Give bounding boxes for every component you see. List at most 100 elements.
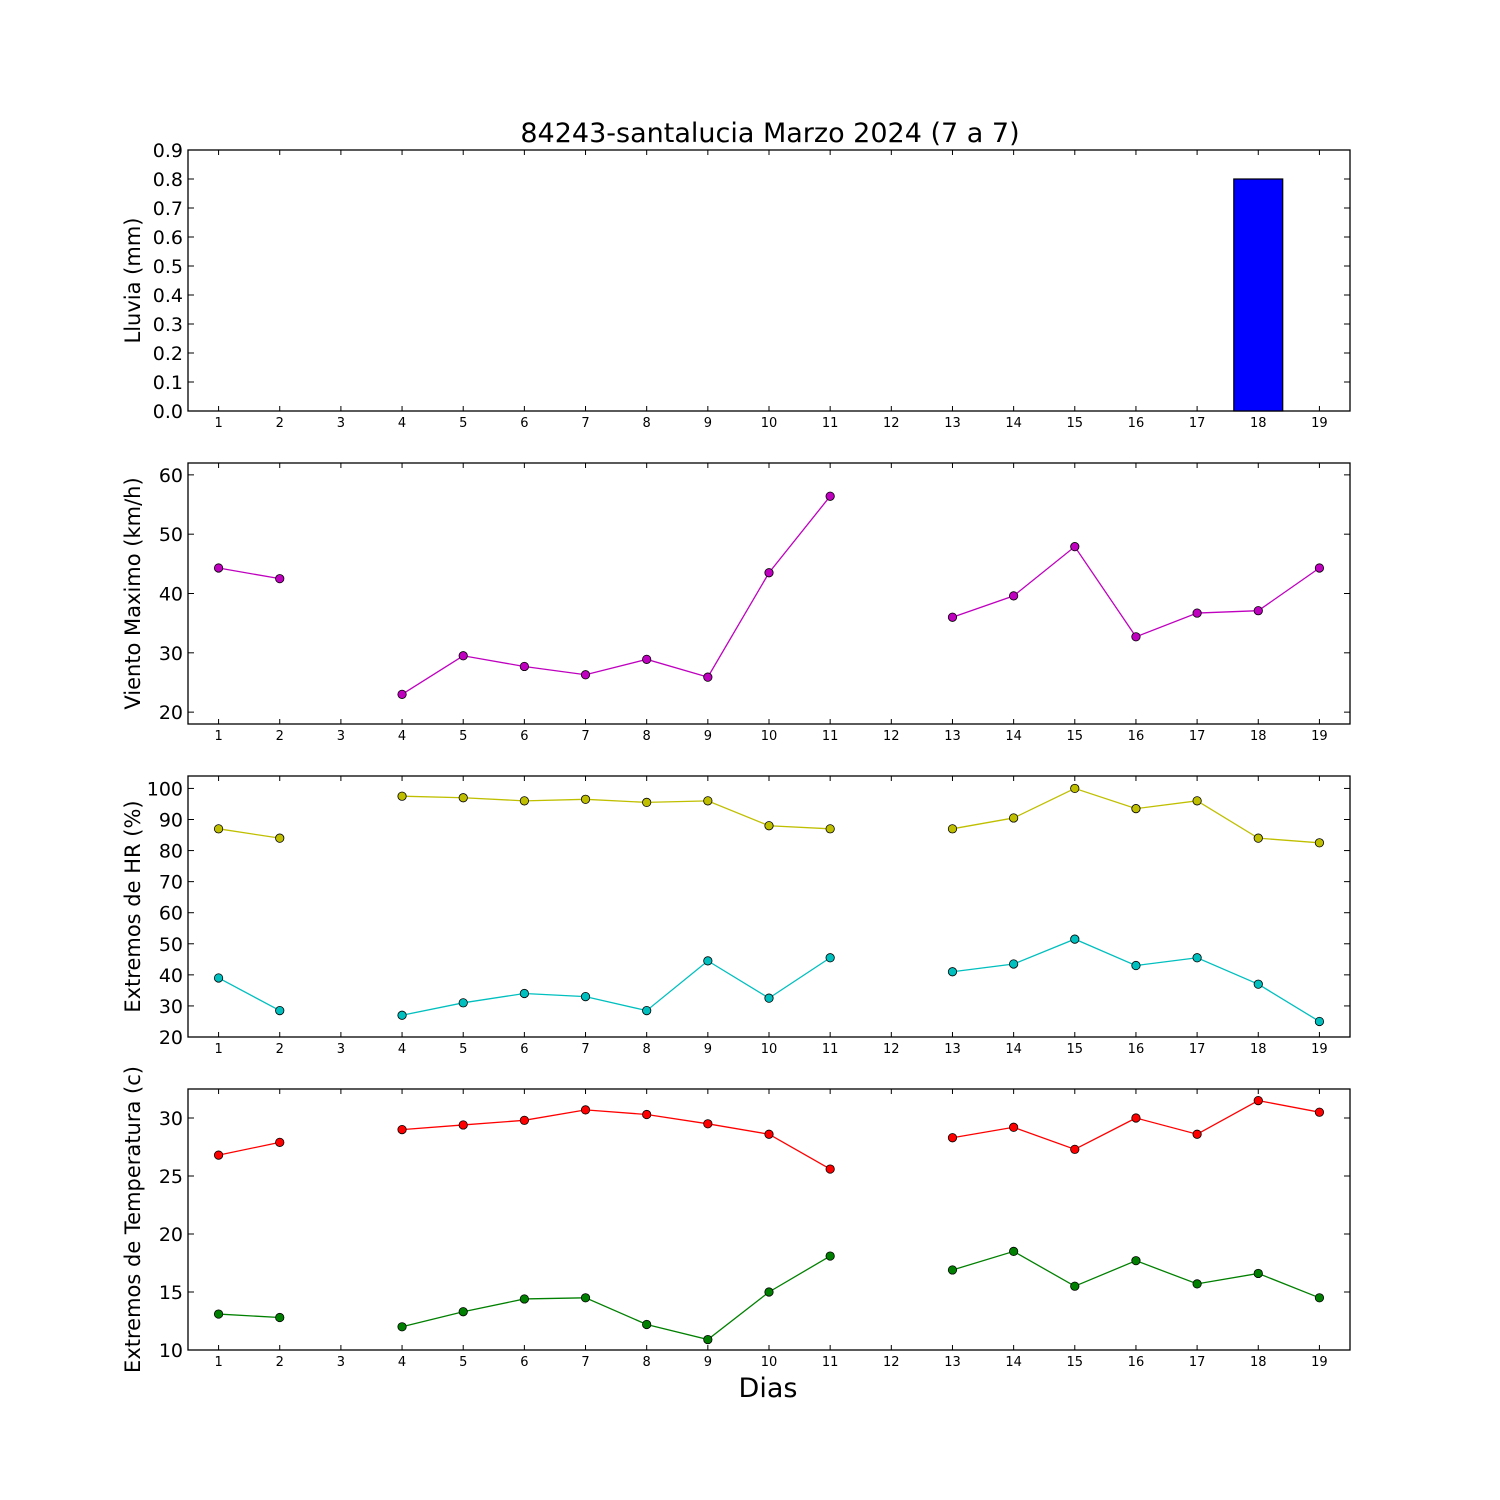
humidity-x-tick-label: 7 [581,1042,589,1057]
wind-y-tick-label: 50 [159,524,183,546]
wind-x-tick-label: 19 [1311,729,1328,744]
temperature-x-tick-label: 11 [822,1355,839,1370]
temp-min-line [218,1313,280,1319]
hr-min-point-day-4 [397,1010,407,1020]
humidity-y-tick-label: 30 [159,996,183,1018]
temp-max-point-day-7 [580,1105,591,1115]
wind-max-point-day-13 [947,612,958,622]
hr-max-point-day-11 [825,824,835,834]
wind-x-tick-label: 13 [944,729,961,744]
hr-min-point-day-15 [1070,934,1080,944]
temperature-y-tick-label: 10 [159,1340,183,1362]
wind-x-tick-label: 17 [1189,729,1206,744]
rain-y-tick-label: 0.2 [153,343,183,365]
wind-y-tick-label: 20 [159,702,183,724]
rain-x-tick-label: 6 [520,416,528,431]
rain-x-tick-label: 3 [337,416,345,431]
rain-x-tick-label: 7 [581,416,589,431]
wind-max-point-day-11 [825,491,835,501]
chart-title: 84243-santalucia Marzo 2024 (7 a 7) [520,118,1019,149]
temp-max-point-day-19 [1314,1107,1325,1117]
humidity-x-tick-label: 18 [1250,1042,1267,1057]
wind-max-point-day-18 [1253,606,1263,616]
temp-min-point-day-9 [703,1334,713,1345]
humidity-x-tick-label: 10 [761,1042,778,1057]
temperature-x-tick-label: 3 [337,1355,345,1370]
wind-x-tick-label: 2 [276,729,284,744]
temp-max-point-day-6 [519,1115,529,1125]
wind-y-axis-label: Viento Maximo (km/h) [121,477,145,709]
wind-x-tick-label: 5 [459,729,467,744]
wind-x-tick-label: 7 [581,729,589,744]
rain-x-tick-label: 2 [276,416,284,431]
humidity-x-tick-label: 4 [398,1042,406,1057]
rain-y-tick-label: 0.3 [153,314,183,336]
rain-x-tick-label: 17 [1189,416,1206,431]
temperature-x-tick-label: 8 [643,1355,651,1370]
humidity-x-tick-label: 9 [704,1042,712,1057]
humidity-x-tick-label: 14 [1005,1042,1022,1057]
hr-min-point-day-11 [825,953,835,963]
wind-x-tick-label: 16 [1128,729,1145,744]
wind-x-tick-label: 6 [520,729,528,744]
hr-max-point-day-6 [519,796,529,806]
humidity-y-tick-label: 20 [159,1027,183,1049]
hr-min-point-day-8 [642,1005,652,1016]
hr-max-point-day-15 [1070,783,1080,794]
temp-min-point-day-5 [458,1307,468,1317]
wind-y-tick-label: 30 [159,643,183,665]
rain-x-tick-label: 4 [398,416,406,431]
humidity-x-tick-label: 13 [944,1042,961,1057]
temp-min-point-day-1 [213,1309,224,1319]
temp-max-point-day-5 [458,1120,468,1130]
wind-max-point-day-14 [1009,591,1019,601]
wind-x-tick-label: 12 [883,729,900,744]
temperature-x-tick-label: 5 [459,1355,467,1370]
humidity-x-tick-label: 8 [643,1042,651,1057]
hr-min-point-day-1 [213,973,224,983]
rain-x-tick-label: 5 [459,416,467,431]
temp-min-point-day-14 [1009,1246,1019,1257]
humidity-y-tick-label: 80 [159,841,183,863]
humidity-x-tick-label: 16 [1128,1042,1145,1057]
hr-max-point-day-18 [1253,833,1263,843]
wind-max-point-day-2 [275,574,285,584]
rain-x-tick-label: 19 [1311,416,1328,431]
hr-min-line [401,957,831,1016]
hr-min-point-day-5 [458,998,468,1008]
hr-max-point-day-14 [1009,813,1019,823]
temp-max-point-day-2 [275,1137,285,1147]
wind-y-tick-label: 60 [159,465,183,487]
wind-max-point-day-10 [764,568,774,578]
rain-y-tick-label: 0.7 [153,198,183,220]
hr-max-point-day-8 [642,797,652,808]
wind-max-point-day-6 [519,661,529,672]
temperature-x-tick-label: 9 [704,1355,712,1370]
temp-min-point-day-15 [1070,1281,1080,1291]
wind-panel: 1 2 3 4 5 6 7 8 9 10 11 12 13 14 15 16 17 18 192030405060V… [121,462,1351,744]
temp-min-point-day-10 [764,1287,774,1297]
wind-max-line [218,567,280,580]
hr-min-point-day-16 [1131,960,1141,971]
temperature-panel: 1 2 3 4 5 6 7 8 9 10 11 12 13 14 15 16 17 18 191015202530E… [121,1066,1351,1373]
hr-max-point-day-1 [213,824,224,834]
temperature-y-tick-label: 25 [159,1166,183,1188]
rain-x-tick-label: 15 [1067,416,1084,431]
temp-max-point-day-4 [397,1125,407,1135]
temperature-x-tick-label: 14 [1005,1355,1022,1370]
wind-x-tick-label: 8 [643,729,651,744]
wind-max-point-day-4 [397,689,407,699]
temperature-x-tick-label: 2 [276,1355,284,1370]
humidity-y-tick-label: 70 [159,872,183,894]
hr-min-point-day-2 [275,1005,285,1016]
wind-max-point-day-16 [1131,632,1141,642]
wind-max-point-day-19 [1314,563,1325,573]
temperature-x-tick-label: 1 [214,1355,222,1370]
temp-min-point-day-2 [275,1312,285,1323]
temperature-x-tick-label: 13 [944,1355,961,1370]
hr-max-point-day-4 [397,791,407,801]
wind-x-tick-label: 15 [1067,729,1084,744]
hr-min-point-day-6 [519,988,529,999]
temperature-y-tick-label: 15 [159,1282,183,1304]
rain-x-tick-label: 14 [1005,416,1022,431]
